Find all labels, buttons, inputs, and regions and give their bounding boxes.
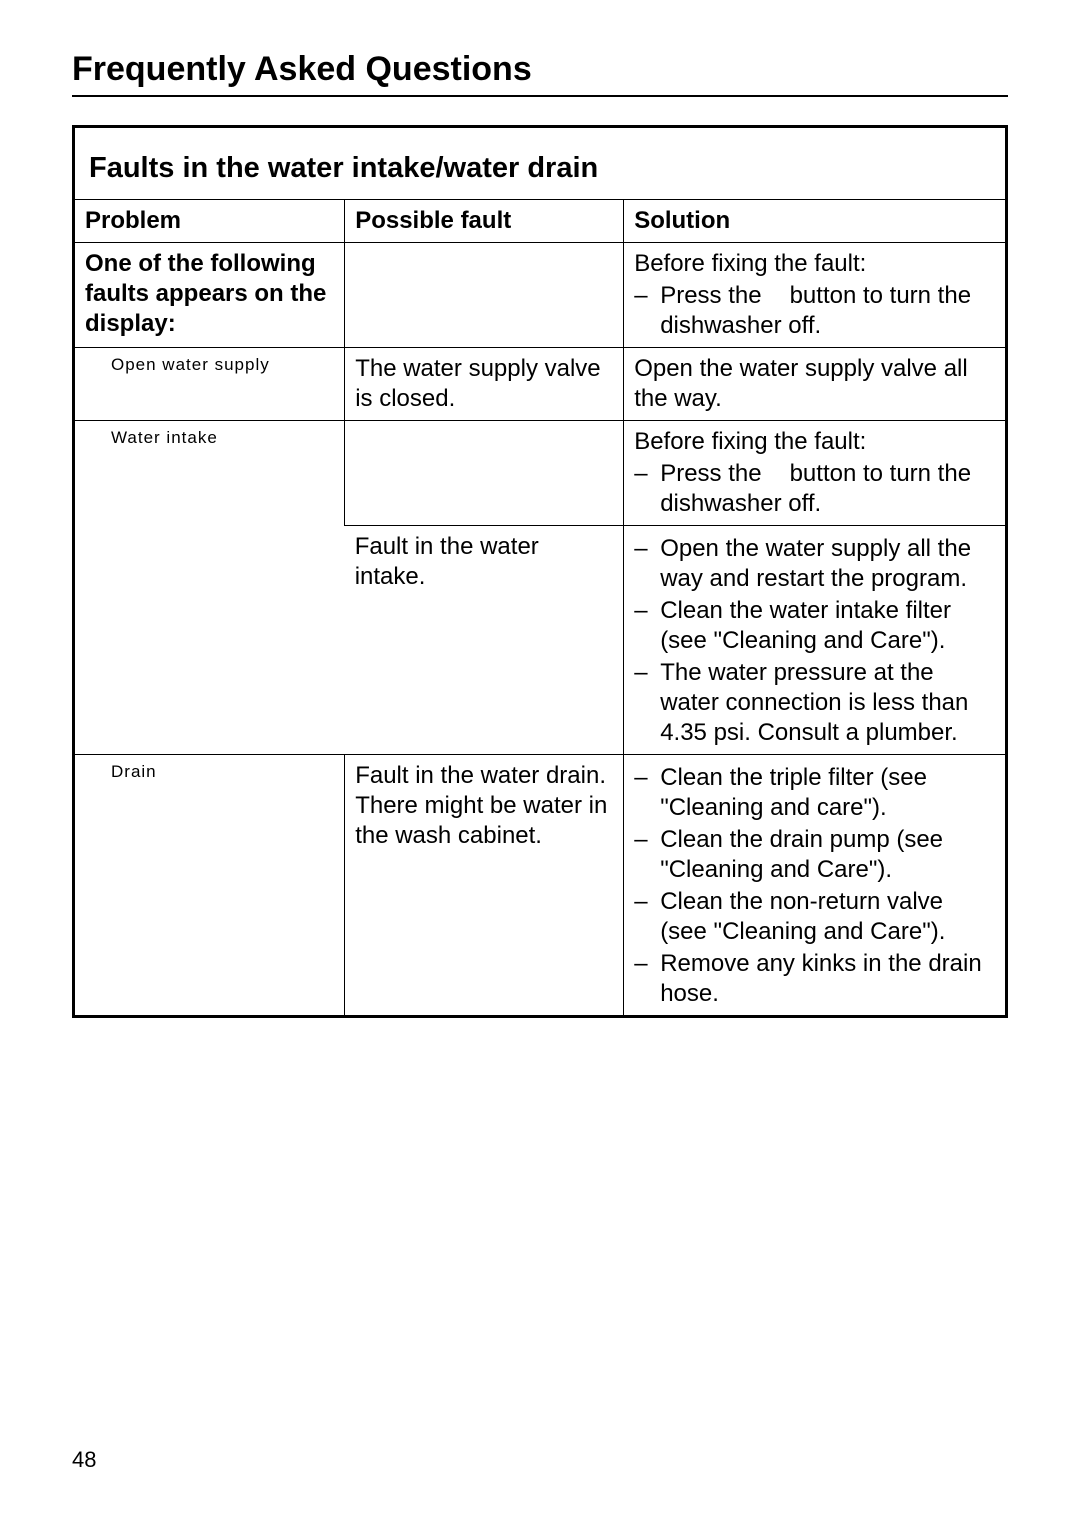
- fault-cell: Fault in the water drain. There might be…: [345, 755, 624, 1016]
- solution-list-item: Press thebutton to turn the dishwasher o…: [634, 459, 995, 519]
- table-header-row: Problem Possible fault Solution: [75, 200, 1005, 243]
- col-header-solution: Solution: [624, 200, 1005, 243]
- solution-list-item: Clean the non-return valve (see "Cleanin…: [634, 887, 995, 947]
- page-number: 48: [72, 1447, 96, 1473]
- solution-list-item: Clean the water intake filter (see "Clea…: [634, 596, 995, 656]
- faults-table: Problem Possible fault Solution One of t…: [75, 199, 1005, 1015]
- solution-cell: Open the water supply valve all the way.: [624, 348, 1005, 421]
- manual-page: Frequently Asked Questions Faults in the…: [0, 0, 1080, 1529]
- problem-cell: Drain: [75, 755, 345, 1016]
- solution-list-item: Remove any kinks in the drain hose.: [634, 949, 995, 1009]
- table-row: Water intake Before fixing the fault: Pr…: [75, 421, 1005, 526]
- solution-text: Before fixing the fault:: [634, 427, 995, 457]
- table-row: Drain Fault in the water drain. There mi…: [75, 755, 1005, 1016]
- table-row: Open water supply The water supply valve…: [75, 348, 1005, 421]
- solution-cell: Before fixing the fault: Press thebutton…: [624, 421, 1005, 526]
- solution-list: Open the water supply all the way and re…: [634, 534, 995, 748]
- table-row: One of the following faults appears on t…: [75, 243, 1005, 348]
- solution-list-item: Open the water supply all the way and re…: [634, 534, 995, 594]
- solution-list-item: Clean the drain pump (see "Cleaning and …: [634, 825, 995, 885]
- solution-list: Clean the triple filter (see "Cleaning a…: [634, 763, 995, 1009]
- solution-cell: Before fixing the fault: Press thebutton…: [624, 243, 1005, 348]
- problem-cell: Open water supply: [75, 348, 345, 421]
- col-header-possible-fault: Possible fault: [345, 200, 624, 243]
- fault-cell: The water supply valve is closed.: [345, 348, 624, 421]
- problem-cell: Water intake: [75, 421, 345, 755]
- problem-cell: One of the following faults appears on t…: [75, 243, 345, 348]
- solution-cell: Clean the triple filter (see "Cleaning a…: [624, 755, 1005, 1016]
- title-rule: [72, 95, 1008, 97]
- col-header-problem: Problem: [75, 200, 345, 243]
- solution-text: Before fixing the fault:: [634, 249, 995, 279]
- solution-list: Press thebutton to turn the dishwasher o…: [634, 281, 995, 341]
- fault-cell: Fault in the water intake.: [345, 526, 624, 755]
- fault-cell: [345, 243, 624, 348]
- solution-cell: Open the water supply all the way and re…: [624, 526, 1005, 755]
- solution-text: Press the: [660, 282, 761, 309]
- solution-text: Press the: [660, 460, 761, 487]
- solution-list: Press thebutton to turn the dishwasher o…: [634, 459, 995, 519]
- faq-box: Faults in the water intake/water drain P…: [72, 125, 1008, 1018]
- solution-list-item: Clean the triple filter (see "Cleaning a…: [634, 763, 995, 823]
- page-title: Frequently Asked Questions: [72, 50, 1008, 89]
- section-heading: Faults in the water intake/water drain: [75, 128, 1005, 199]
- solution-list-item: Press thebutton to turn the dishwasher o…: [634, 281, 995, 341]
- fault-cell: [345, 421, 624, 526]
- solution-list-item: The water pressure at the water connecti…: [634, 658, 995, 748]
